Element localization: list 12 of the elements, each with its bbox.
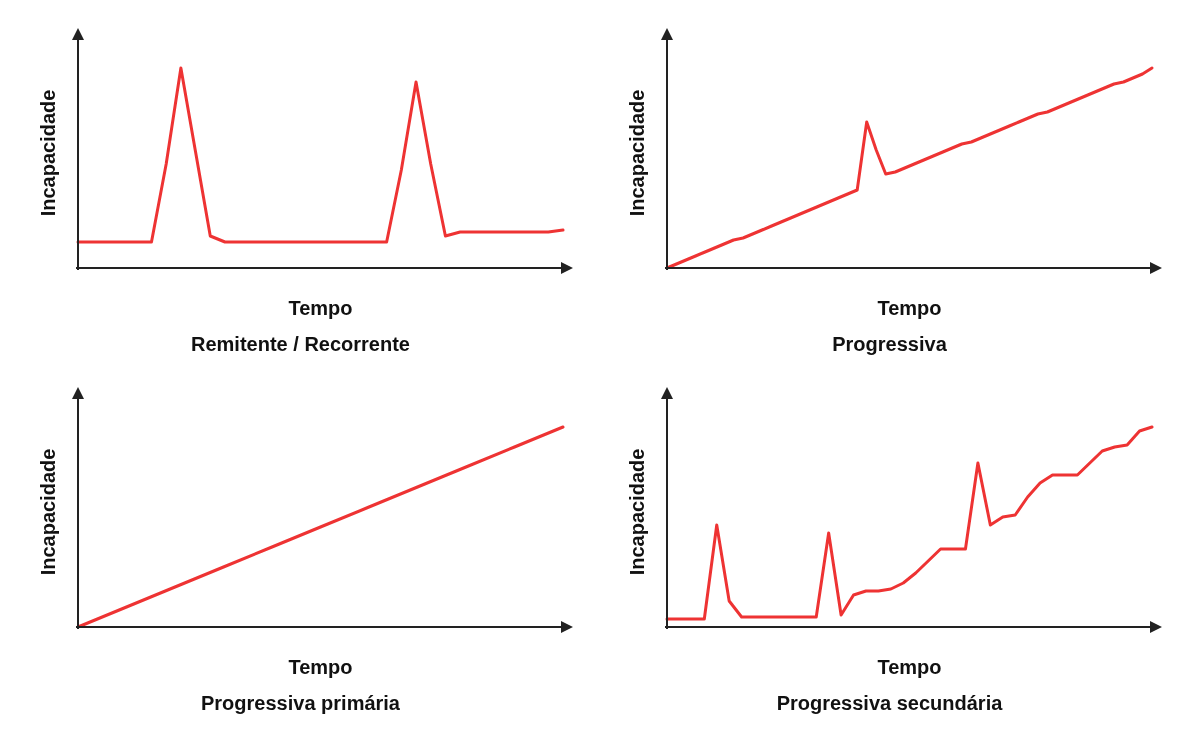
x-axis-title: Tempo [877, 297, 942, 319]
text: Remitente / Recorrente [191, 333, 410, 355]
x-axis-title: Tempo [288, 656, 353, 678]
y-axis-title: Incapacidade [37, 89, 59, 217]
y-axis-title: Incapacidade [626, 448, 648, 576]
text: Progressiva [832, 333, 948, 355]
text: Progressiva primária [201, 692, 401, 714]
x-axis-title: Tempo [877, 656, 942, 678]
text: Progressiva secundária [776, 692, 1004, 714]
y-axis-title: Incapacidade [37, 448, 59, 576]
x-axis-title: Tempo [288, 297, 353, 319]
y-axis-title: Incapacidade [626, 89, 648, 217]
